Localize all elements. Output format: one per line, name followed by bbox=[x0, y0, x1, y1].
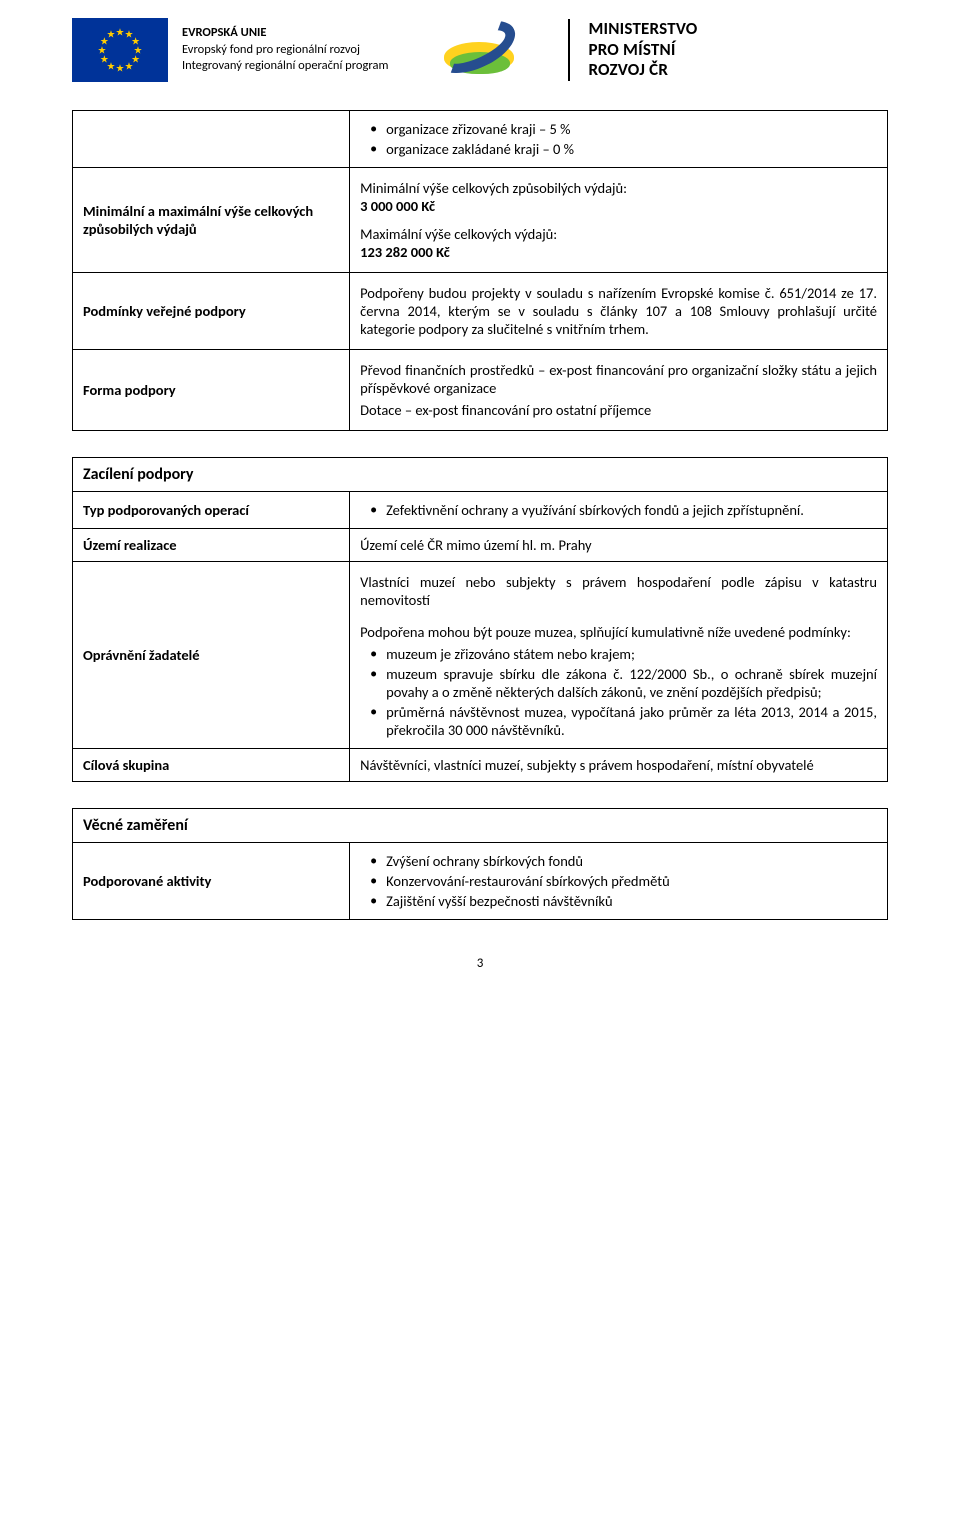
section-header-targeting: Zacílení podpory bbox=[73, 458, 888, 492]
section-header-row: Věcné zaměření bbox=[73, 809, 888, 843]
max-amount-label: Maximální výše celkových výdajů: 123 282… bbox=[360, 225, 877, 261]
cell-content-min-max: Minimální výše celkových způsobilých výd… bbox=[350, 168, 888, 273]
eu-subtitle-2: Integrovaný regionální operační program bbox=[182, 58, 388, 75]
list-item: průměrná návštěvnost muzea, vypočítaná j… bbox=[360, 703, 877, 739]
mmr-line-2: PRO MÍSTNÍ bbox=[588, 40, 697, 60]
min-amount-label: Minimální výše celkových způsobilých výd… bbox=[360, 179, 877, 215]
table-row: Území realizace Území celé ČR mimo území… bbox=[73, 529, 888, 562]
table-row: Podporované aktivity Zvýšení ochrany sbí… bbox=[73, 843, 888, 920]
cell-label-territory: Území realizace bbox=[73, 529, 350, 562]
irop-logo-icon bbox=[432, 20, 524, 80]
eu-title: EVROPSKÁ UNIE bbox=[182, 25, 388, 42]
mmr-title-block: MINISTERSTVO PRO MÍSTNÍ ROZVOJ ČR bbox=[568, 19, 697, 80]
cell-content-applicants: Vlastníci muzeí nebo subjekty s právem h… bbox=[350, 562, 888, 749]
table-row: Typ podporovaných operací Zefektivnění o… bbox=[73, 492, 888, 529]
eu-star-icon: ★ bbox=[116, 62, 125, 75]
cell-label-target-group: Cílová skupina bbox=[73, 749, 350, 782]
cell-content-conditions: Podpořeny budou projekty v souladu s nař… bbox=[350, 273, 888, 350]
cell-content-activities: Zvýšení ochrany sbírkových fondů Konzervo… bbox=[350, 843, 888, 920]
table-row: Cílová skupina Návštěvníci, vlastníci mu… bbox=[73, 749, 888, 782]
cell-label-form: Forma podpory bbox=[73, 350, 350, 431]
eu-star-icon: ★ bbox=[107, 28, 116, 41]
list-item: organizace zakládané kraji – 0 % bbox=[360, 140, 877, 158]
cell-content-target-group: Návštěvníci, vlastníci muzeí, subjekty s… bbox=[350, 749, 888, 782]
cell-content-form: Převod finančních prostředků – ex-post f… bbox=[350, 350, 888, 431]
list-item: Zefektivnění ochrany a využívání sbírkov… bbox=[360, 501, 877, 519]
section-header-focus: Věcné zaměření bbox=[73, 809, 888, 843]
list-item: Zvýšení ochrany sbírkových fondů bbox=[360, 852, 877, 870]
mmr-line-1: MINISTERSTVO bbox=[588, 19, 697, 39]
table-row: organizace zřizované kraji – 5 % organiza… bbox=[73, 111, 888, 168]
cell-content-territory: Území celé ČR mimo území hl. m. Prahy bbox=[350, 529, 888, 562]
table-row: Podmínky veřejné podpory Podpořeny budou… bbox=[73, 273, 888, 350]
cell-label-min-max: Minimální a maximální výše celkových způ… bbox=[73, 168, 350, 273]
eu-star-icon: ★ bbox=[116, 26, 125, 39]
eu-text-block: EVROPSKÁ UNIE Evropský fond pro regionál… bbox=[182, 25, 388, 76]
cell-label-op-type: Typ podporovaných operací bbox=[73, 492, 350, 529]
cell-content-org: organizace zřizované kraji – 5 % organiza… bbox=[350, 111, 888, 168]
min-amount-value: 3 000 000 Kč bbox=[360, 197, 435, 215]
eu-flag-icon: ★★★★★★★★★★★★ bbox=[72, 18, 168, 82]
section-header-row: Zacílení podpory bbox=[73, 458, 888, 492]
table-row: Minimální a maximální výše celkových způ… bbox=[73, 168, 888, 273]
max-amount-value: 123 282 000 Kč bbox=[360, 243, 450, 261]
list-item: muzeum je zřizováno státem nebo krajem; bbox=[360, 645, 877, 663]
list-item: Zajištění vyšší bezpečnosti návštěvníků bbox=[360, 892, 877, 910]
cell-label-empty bbox=[73, 111, 350, 168]
cell-label-applicants: Oprávnění žadatelé bbox=[73, 562, 350, 749]
eu-subtitle-1: Evropský fond pro regionální rozvoj bbox=[182, 42, 388, 59]
mmr-line-3: ROZVOJ ČR bbox=[588, 60, 697, 80]
table-row: Oprávnění žadatelé Vlastníci muzeí nebo … bbox=[73, 562, 888, 749]
table-row: Forma podpory Převod finančních prostřed… bbox=[73, 350, 888, 431]
list-item: organizace zřizované kraji – 5 % bbox=[360, 120, 877, 138]
table-basic-terms: organizace zřizované kraji – 5 % organiza… bbox=[72, 110, 888, 431]
list-item: Konzervování-restaurování sbírkových pře… bbox=[360, 872, 877, 890]
page-number: 3 bbox=[72, 956, 888, 971]
table-targeting: Zacílení podpory Typ podporovaných opera… bbox=[72, 457, 888, 782]
list-item: muzeum spravuje sbírku dle zákona č. 122… bbox=[360, 665, 877, 701]
eu-star-icon: ★ bbox=[125, 59, 134, 72]
page-header: ★★★★★★★★★★★★ EVROPSKÁ UNIE Evropský fond… bbox=[72, 18, 888, 82]
table-focus: Věcné zaměření Podporované aktivity Zvýš… bbox=[72, 808, 888, 920]
cell-label-conditions: Podmínky veřejné podpory bbox=[73, 273, 350, 350]
cell-content-op-type: Zefektivnění ochrany a využívání sbírkov… bbox=[350, 492, 888, 529]
cell-label-activities: Podporované aktivity bbox=[73, 843, 350, 920]
